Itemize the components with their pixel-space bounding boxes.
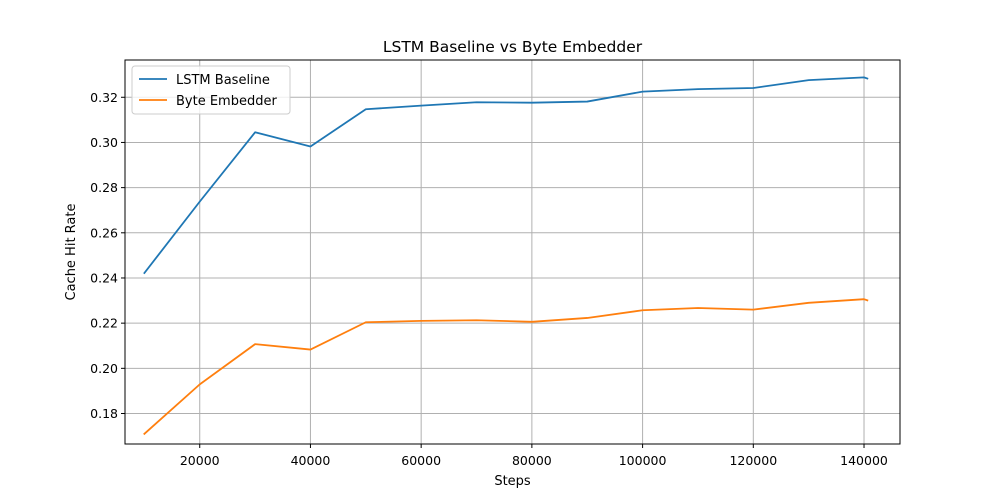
x-tick-label: 20000 bbox=[180, 453, 220, 468]
plot-area-frame bbox=[124, 59, 901, 445]
x-tick-label: 140000 bbox=[840, 453, 888, 468]
x-tick-label: 80000 bbox=[512, 453, 552, 468]
series-line-lstm-baseline bbox=[143, 76, 869, 275]
y-tick-label: 0.18 bbox=[90, 406, 118, 421]
legend-box bbox=[131, 65, 291, 115]
legend-label-byte-embedder: Byte Embedder bbox=[176, 94, 277, 109]
y-tick-label: 0.30 bbox=[90, 135, 118, 150]
y-tick-label: 0.24 bbox=[90, 270, 118, 285]
chart-legend: LSTM Baseline Byte Embedder bbox=[131, 65, 291, 115]
x-axis-label: Steps bbox=[494, 474, 531, 489]
x-tick-label: 100000 bbox=[619, 453, 667, 468]
series-line-byte-embedder bbox=[143, 298, 869, 436]
y-tick-label: 0.20 bbox=[90, 361, 118, 376]
x-tick-label: 40000 bbox=[291, 453, 331, 468]
y-tick-label: 0.28 bbox=[90, 180, 118, 195]
legend-label-lstm-baseline: LSTM Baseline bbox=[176, 73, 270, 88]
x-tick-label: 60000 bbox=[401, 453, 441, 468]
series-lines bbox=[143, 76, 869, 436]
y-tick-label: 0.26 bbox=[90, 225, 118, 240]
y-tick-label: 0.22 bbox=[90, 316, 118, 331]
axis-ticks: 20000 40000 60000 80000 100000 120000 140000 0.… bbox=[90, 90, 888, 468]
grid-lines bbox=[125, 60, 900, 444]
x-tick-label: 120000 bbox=[729, 453, 777, 468]
y-tick-label: 0.32 bbox=[90, 90, 118, 105]
y-axis-label: Cache Hit Rate bbox=[64, 204, 79, 301]
chart-title: LSTM Baseline vs Byte Embedder bbox=[383, 38, 643, 56]
